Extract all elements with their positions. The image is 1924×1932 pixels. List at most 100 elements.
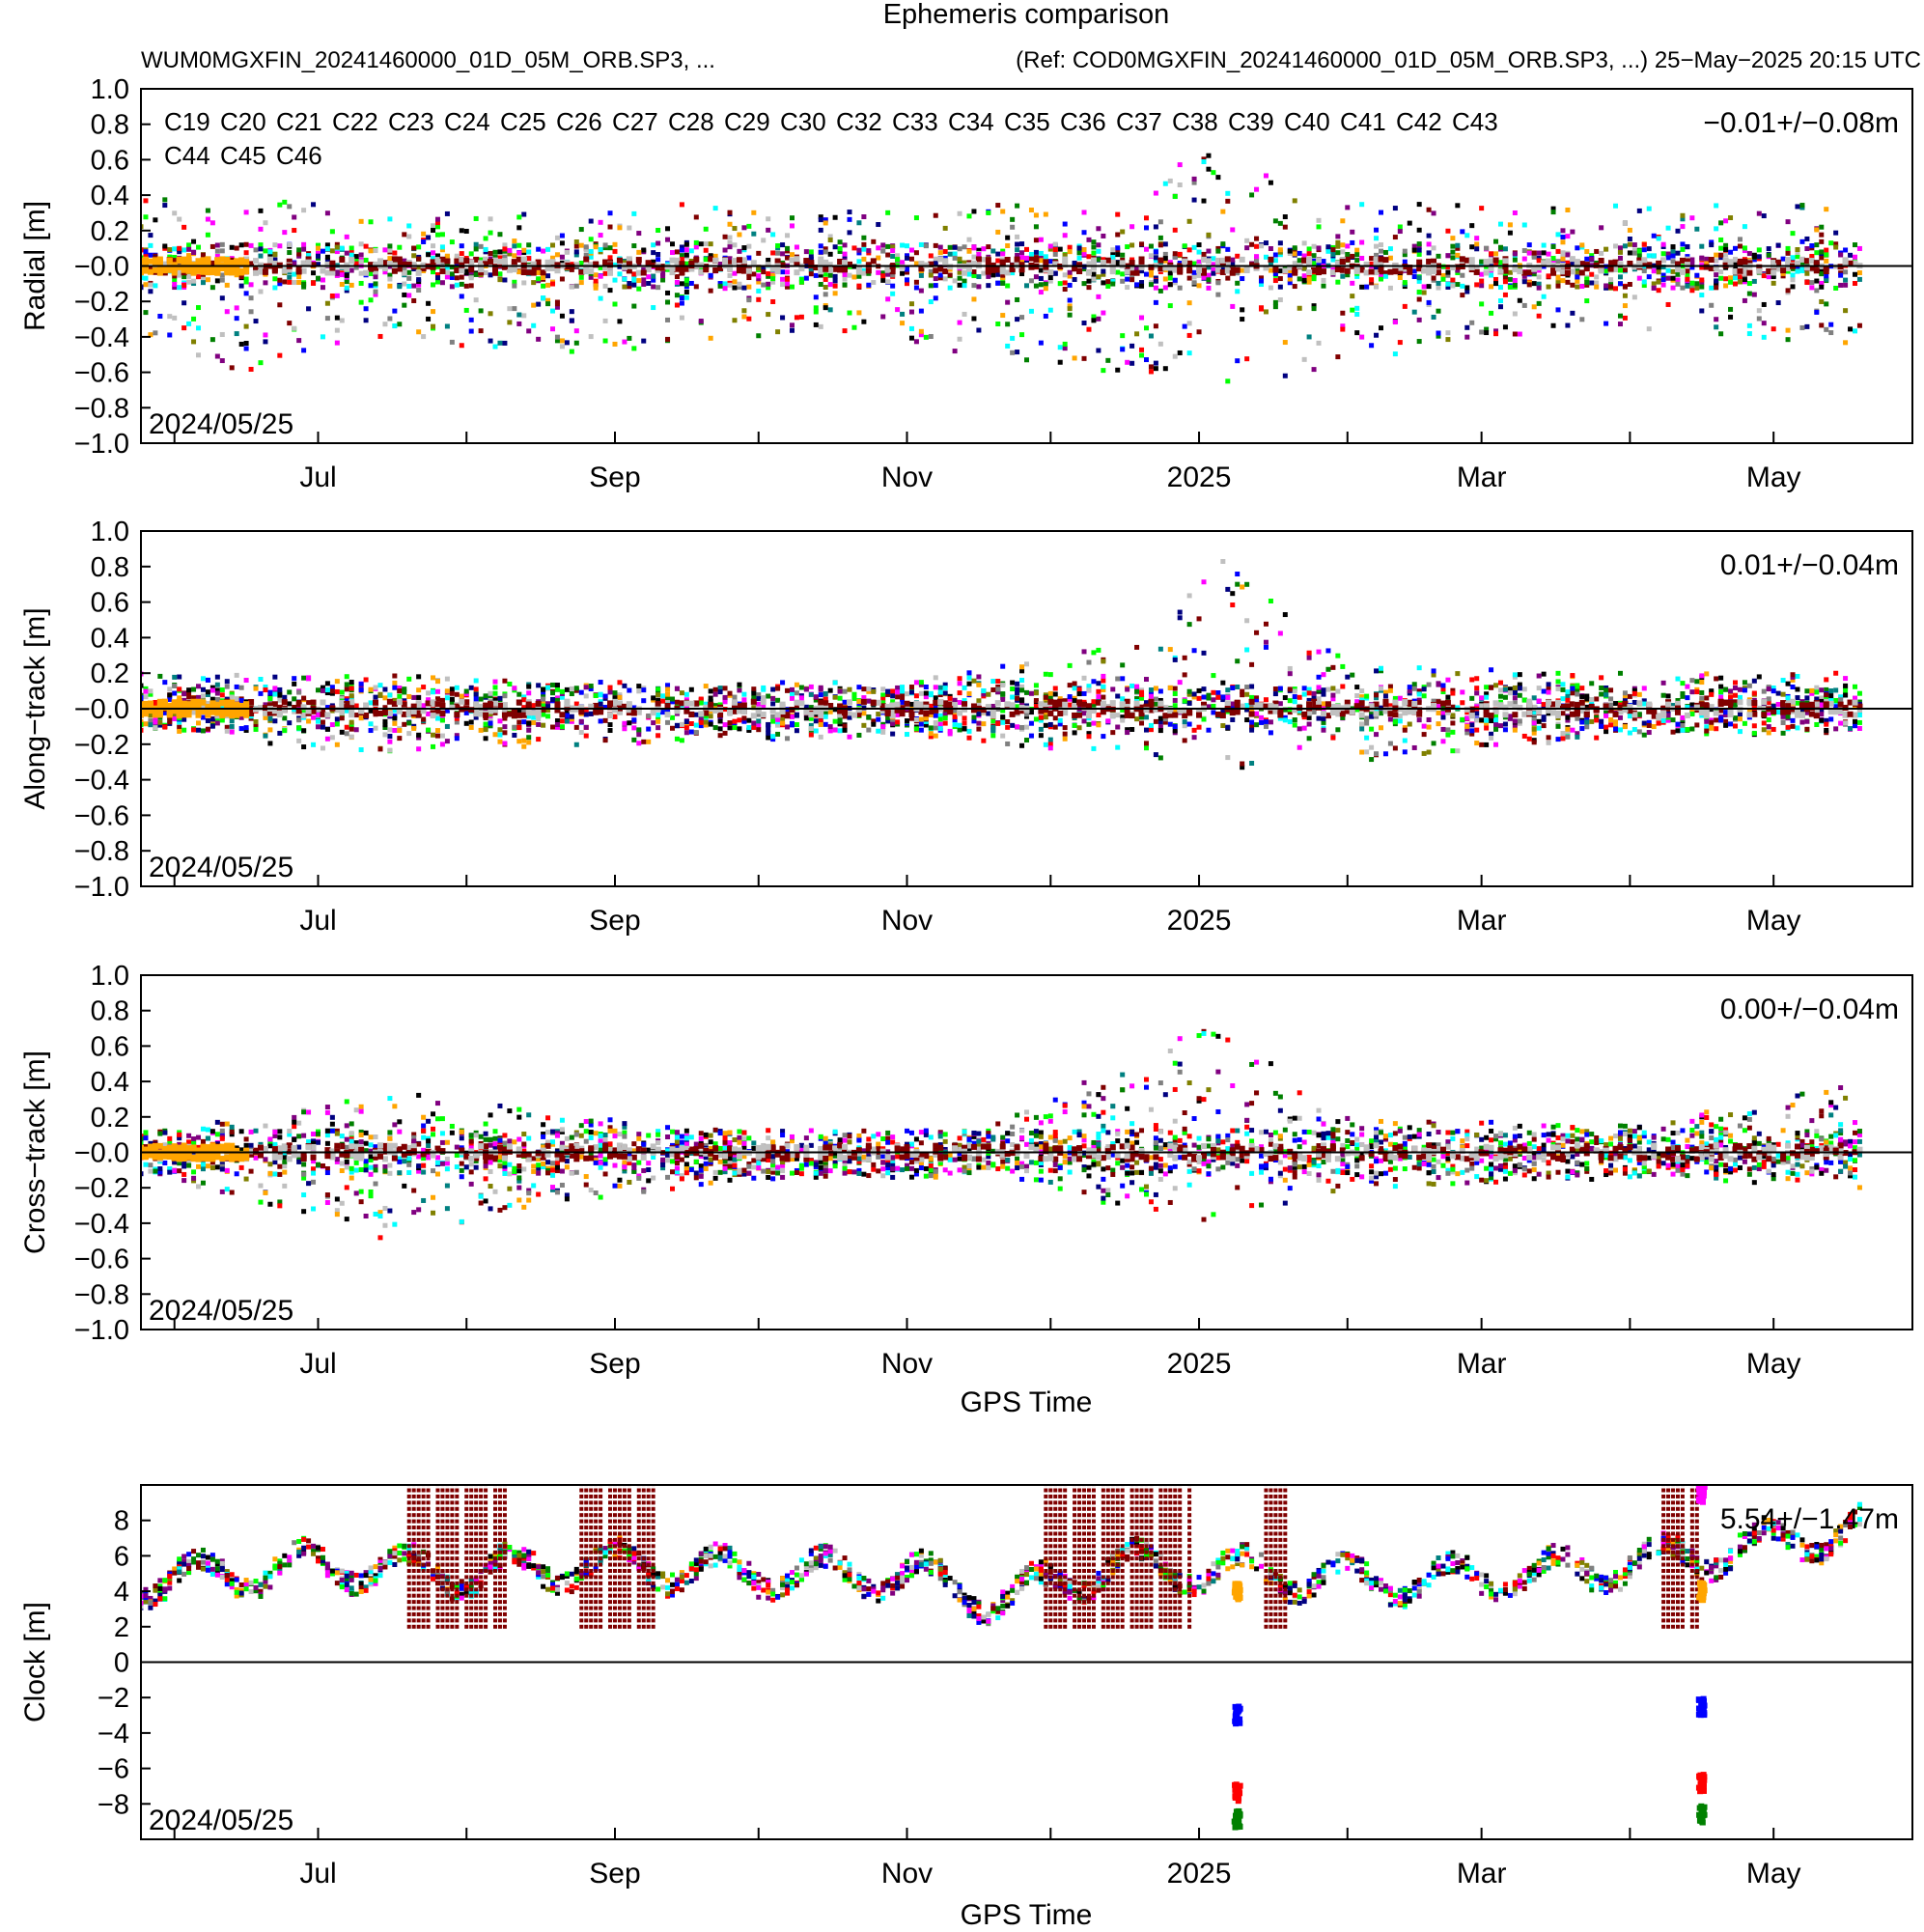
data-point bbox=[1814, 227, 1820, 233]
data-point bbox=[827, 234, 833, 239]
data-point bbox=[746, 727, 752, 733]
data-point bbox=[1560, 239, 1566, 245]
data-point bbox=[598, 295, 603, 301]
data-point bbox=[1115, 260, 1121, 266]
data-point bbox=[1272, 258, 1278, 264]
data-point bbox=[1484, 330, 1490, 336]
data-point bbox=[1612, 259, 1619, 266]
data-point bbox=[1651, 714, 1657, 719]
data-point bbox=[1379, 325, 1383, 331]
data-point bbox=[1416, 251, 1422, 257]
data-point bbox=[181, 283, 187, 289]
data-point bbox=[1517, 297, 1522, 303]
data-point bbox=[1445, 253, 1451, 259]
data-point bbox=[339, 256, 346, 263]
data-point bbox=[1636, 275, 1642, 281]
data-point bbox=[1689, 215, 1695, 221]
data-point bbox=[1019, 315, 1025, 321]
data-point bbox=[1756, 308, 1762, 314]
data-point bbox=[1531, 281, 1537, 287]
data-point bbox=[434, 253, 440, 259]
data-point bbox=[1814, 685, 1820, 690]
data-point bbox=[908, 309, 914, 315]
data-point bbox=[708, 714, 713, 719]
data-point bbox=[1354, 330, 1360, 336]
data-point bbox=[1321, 672, 1326, 678]
data-point bbox=[1134, 644, 1140, 650]
data-point bbox=[181, 224, 187, 230]
data-point bbox=[1211, 689, 1216, 695]
data-point bbox=[1804, 323, 1810, 329]
data-point bbox=[1656, 288, 1661, 294]
data-point bbox=[554, 304, 560, 310]
data-point bbox=[1143, 745, 1149, 751]
data-point bbox=[847, 216, 852, 222]
data-point bbox=[142, 258, 149, 265]
data-point bbox=[990, 272, 996, 278]
data-point bbox=[1369, 710, 1375, 715]
data-point bbox=[732, 694, 738, 700]
data-point bbox=[219, 277, 225, 283]
data-point bbox=[1803, 258, 1810, 265]
data-point bbox=[890, 244, 896, 250]
data-point bbox=[1081, 251, 1087, 257]
data-point bbox=[1651, 268, 1657, 274]
data-point bbox=[775, 731, 781, 737]
data-point bbox=[478, 308, 484, 314]
data-point bbox=[1489, 251, 1494, 257]
data-point bbox=[324, 300, 330, 306]
data-point bbox=[578, 280, 584, 286]
data-point bbox=[1517, 682, 1522, 687]
data-point bbox=[1153, 702, 1158, 708]
data-point bbox=[1790, 255, 1796, 261]
data-point bbox=[1062, 287, 1068, 293]
data-point bbox=[387, 247, 393, 253]
data-point bbox=[1775, 266, 1782, 272]
data-point bbox=[861, 711, 867, 716]
data-point bbox=[1685, 272, 1690, 278]
data-point bbox=[1392, 351, 1398, 357]
data-point bbox=[918, 266, 925, 272]
data-point bbox=[1852, 281, 1857, 287]
data-point bbox=[646, 280, 652, 286]
data-point bbox=[224, 679, 230, 685]
data-point bbox=[1268, 256, 1274, 263]
data-point bbox=[971, 244, 977, 250]
data-point bbox=[986, 244, 991, 250]
data-point bbox=[1848, 326, 1854, 332]
data-point bbox=[1335, 243, 1341, 249]
data-point bbox=[1321, 701, 1326, 707]
data-point bbox=[316, 242, 321, 248]
data-point bbox=[1215, 175, 1221, 181]
data-point bbox=[1081, 281, 1087, 287]
data-point bbox=[316, 275, 321, 281]
data-point bbox=[1277, 297, 1283, 303]
data-point bbox=[444, 265, 450, 270]
data-point bbox=[267, 727, 273, 733]
data-point bbox=[483, 721, 488, 727]
data-point bbox=[1641, 279, 1647, 285]
data-point bbox=[1225, 246, 1231, 252]
data-point bbox=[1416, 697, 1422, 703]
data-point bbox=[316, 687, 321, 693]
data-point bbox=[766, 216, 771, 222]
data-point bbox=[937, 272, 943, 278]
data-point bbox=[363, 269, 370, 276]
data-point bbox=[1019, 255, 1025, 261]
data-point bbox=[287, 274, 293, 280]
data-point bbox=[468, 275, 474, 281]
data-point bbox=[598, 680, 603, 686]
data-point bbox=[473, 246, 479, 252]
data-point bbox=[933, 276, 938, 282]
data-point bbox=[368, 219, 374, 225]
data-point bbox=[1670, 253, 1676, 259]
data-point bbox=[880, 248, 886, 254]
data-point bbox=[583, 247, 589, 253]
data-point bbox=[766, 227, 771, 233]
data-point bbox=[1627, 250, 1632, 256]
data-point bbox=[1627, 237, 1632, 242]
data-point bbox=[1057, 345, 1063, 350]
data-point bbox=[583, 267, 590, 274]
data-point bbox=[444, 253, 450, 259]
data-point bbox=[573, 340, 579, 346]
